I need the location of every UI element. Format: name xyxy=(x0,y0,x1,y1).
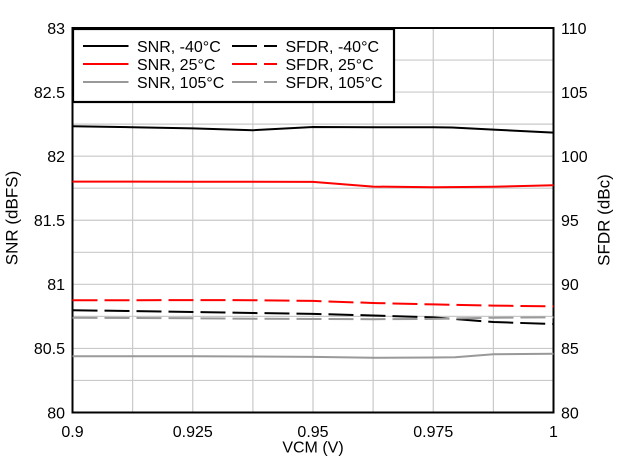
svg-text:SNR, -40°C: SNR, -40°C xyxy=(137,39,221,56)
svg-text:SFDR (dBc): SFDR (dBc) xyxy=(595,174,614,266)
svg-text:100: 100 xyxy=(561,149,588,166)
svg-text:80: 80 xyxy=(561,405,579,422)
svg-text:0.9: 0.9 xyxy=(61,424,83,441)
svg-text:1: 1 xyxy=(549,424,558,441)
svg-text:81.5: 81.5 xyxy=(34,213,65,230)
svg-text:0.925: 0.925 xyxy=(173,424,213,441)
svg-text:81: 81 xyxy=(47,277,65,294)
svg-text:82: 82 xyxy=(47,149,65,166)
svg-text:SFDR, 105°C: SFDR, 105°C xyxy=(286,75,383,92)
svg-text:SNR (dBFS): SNR (dBFS) xyxy=(3,171,22,265)
svg-text:0.975: 0.975 xyxy=(413,424,453,441)
svg-text:SNR, 25°C: SNR, 25°C xyxy=(137,57,215,74)
svg-text:85: 85 xyxy=(561,341,579,358)
svg-text:SFDR, 25°C: SFDR, 25°C xyxy=(286,57,374,74)
svg-text:VCM (V): VCM (V) xyxy=(282,440,343,457)
svg-text:95: 95 xyxy=(561,213,579,230)
svg-text:105: 105 xyxy=(561,85,588,102)
svg-text:82.5: 82.5 xyxy=(34,85,65,102)
svg-text:0.95: 0.95 xyxy=(297,424,328,441)
svg-text:90: 90 xyxy=(561,277,579,294)
svg-text:80: 80 xyxy=(47,405,65,422)
svg-text:SNR, 105°C: SNR, 105°C xyxy=(137,75,224,92)
svg-text:110: 110 xyxy=(561,21,587,38)
svg-text:SFDR, -40°C: SFDR, -40°C xyxy=(286,39,380,56)
svg-text:83: 83 xyxy=(47,21,65,38)
svg-text:80.5: 80.5 xyxy=(34,341,65,358)
